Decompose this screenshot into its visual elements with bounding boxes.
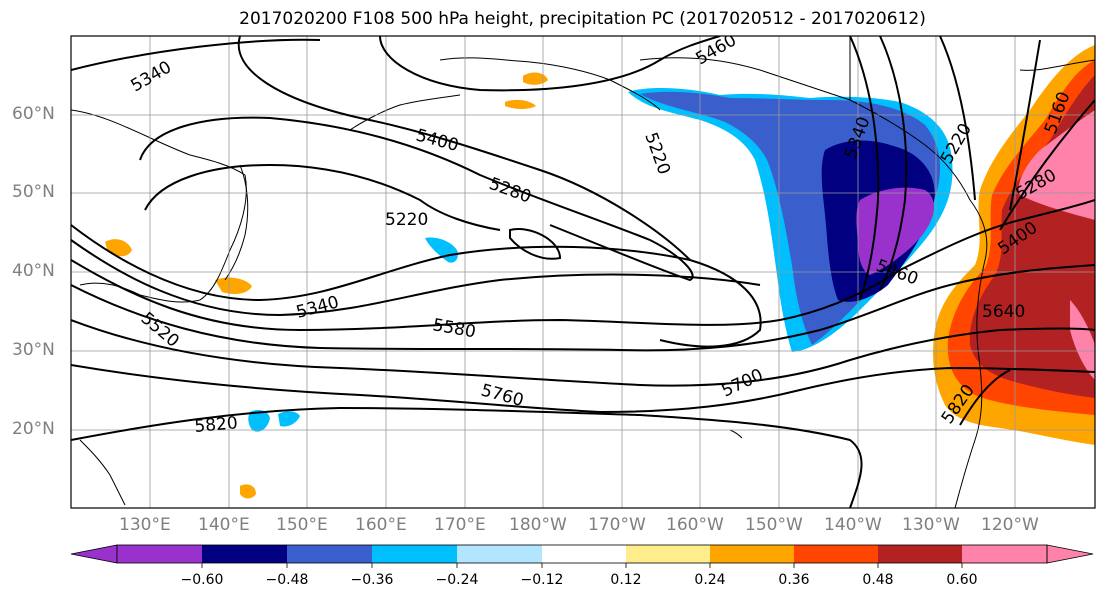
lat-label: 30°N [12,340,55,360]
lon-label: 170°E [434,515,486,535]
lon-label: 150°W [745,515,803,535]
lon-label: 120°W [981,515,1039,535]
lon-label: 130°W [902,515,960,535]
height-contours [71,36,1095,508]
colorbar-tick-label: 0.12 [610,572,642,588]
colorbar-tick-label: 0.24 [694,572,726,588]
lon-label: 140°W [824,515,882,535]
colorbar-tick-label: 0.48 [862,572,894,588]
colorbar-tick-label: −0.36 [350,572,394,588]
lon-label: 150°E [276,515,328,535]
lon-label: 170°W [588,515,646,535]
colorbar-extend-high [1046,544,1094,564]
map-panel: 5340 5460 5400 5280 5220 5340 5520 5580 … [71,36,1095,508]
colorbar-tick-label: −0.12 [520,572,564,588]
lat-label: 40°N [12,261,55,281]
contour-label: 5820 [194,413,239,437]
map-title: 2017020200 F108 500 hPa height, precipit… [239,9,926,29]
colorbar-tick-label: −0.60 [180,572,224,588]
lon-label: 180°W [509,515,567,535]
contour-label: 5220 [385,210,428,230]
colorbar-tick-label: −0.48 [265,572,309,588]
colorbar-tick-label: 0.60 [946,572,978,588]
lat-label: 50°N [12,182,55,202]
lat-label: 20°N [12,419,55,439]
colorbar-extend-low [70,544,118,564]
graticule [71,36,1095,508]
colorbar-tick-label: −0.24 [435,572,479,588]
lat-label: 60°N [12,104,55,124]
colorbar-tick-label: 0.36 [778,572,810,588]
contour-label: 5640 [982,302,1025,322]
coastlines [71,36,1095,508]
positive-pc-shading [105,45,1095,499]
map-frame [70,35,1096,509]
lon-label: 140°E [198,515,250,535]
lon-label: 160°W [666,515,724,535]
colorbar [70,544,1094,568]
lon-label: 160°E [355,515,407,535]
lon-label: 130°E [119,515,171,535]
